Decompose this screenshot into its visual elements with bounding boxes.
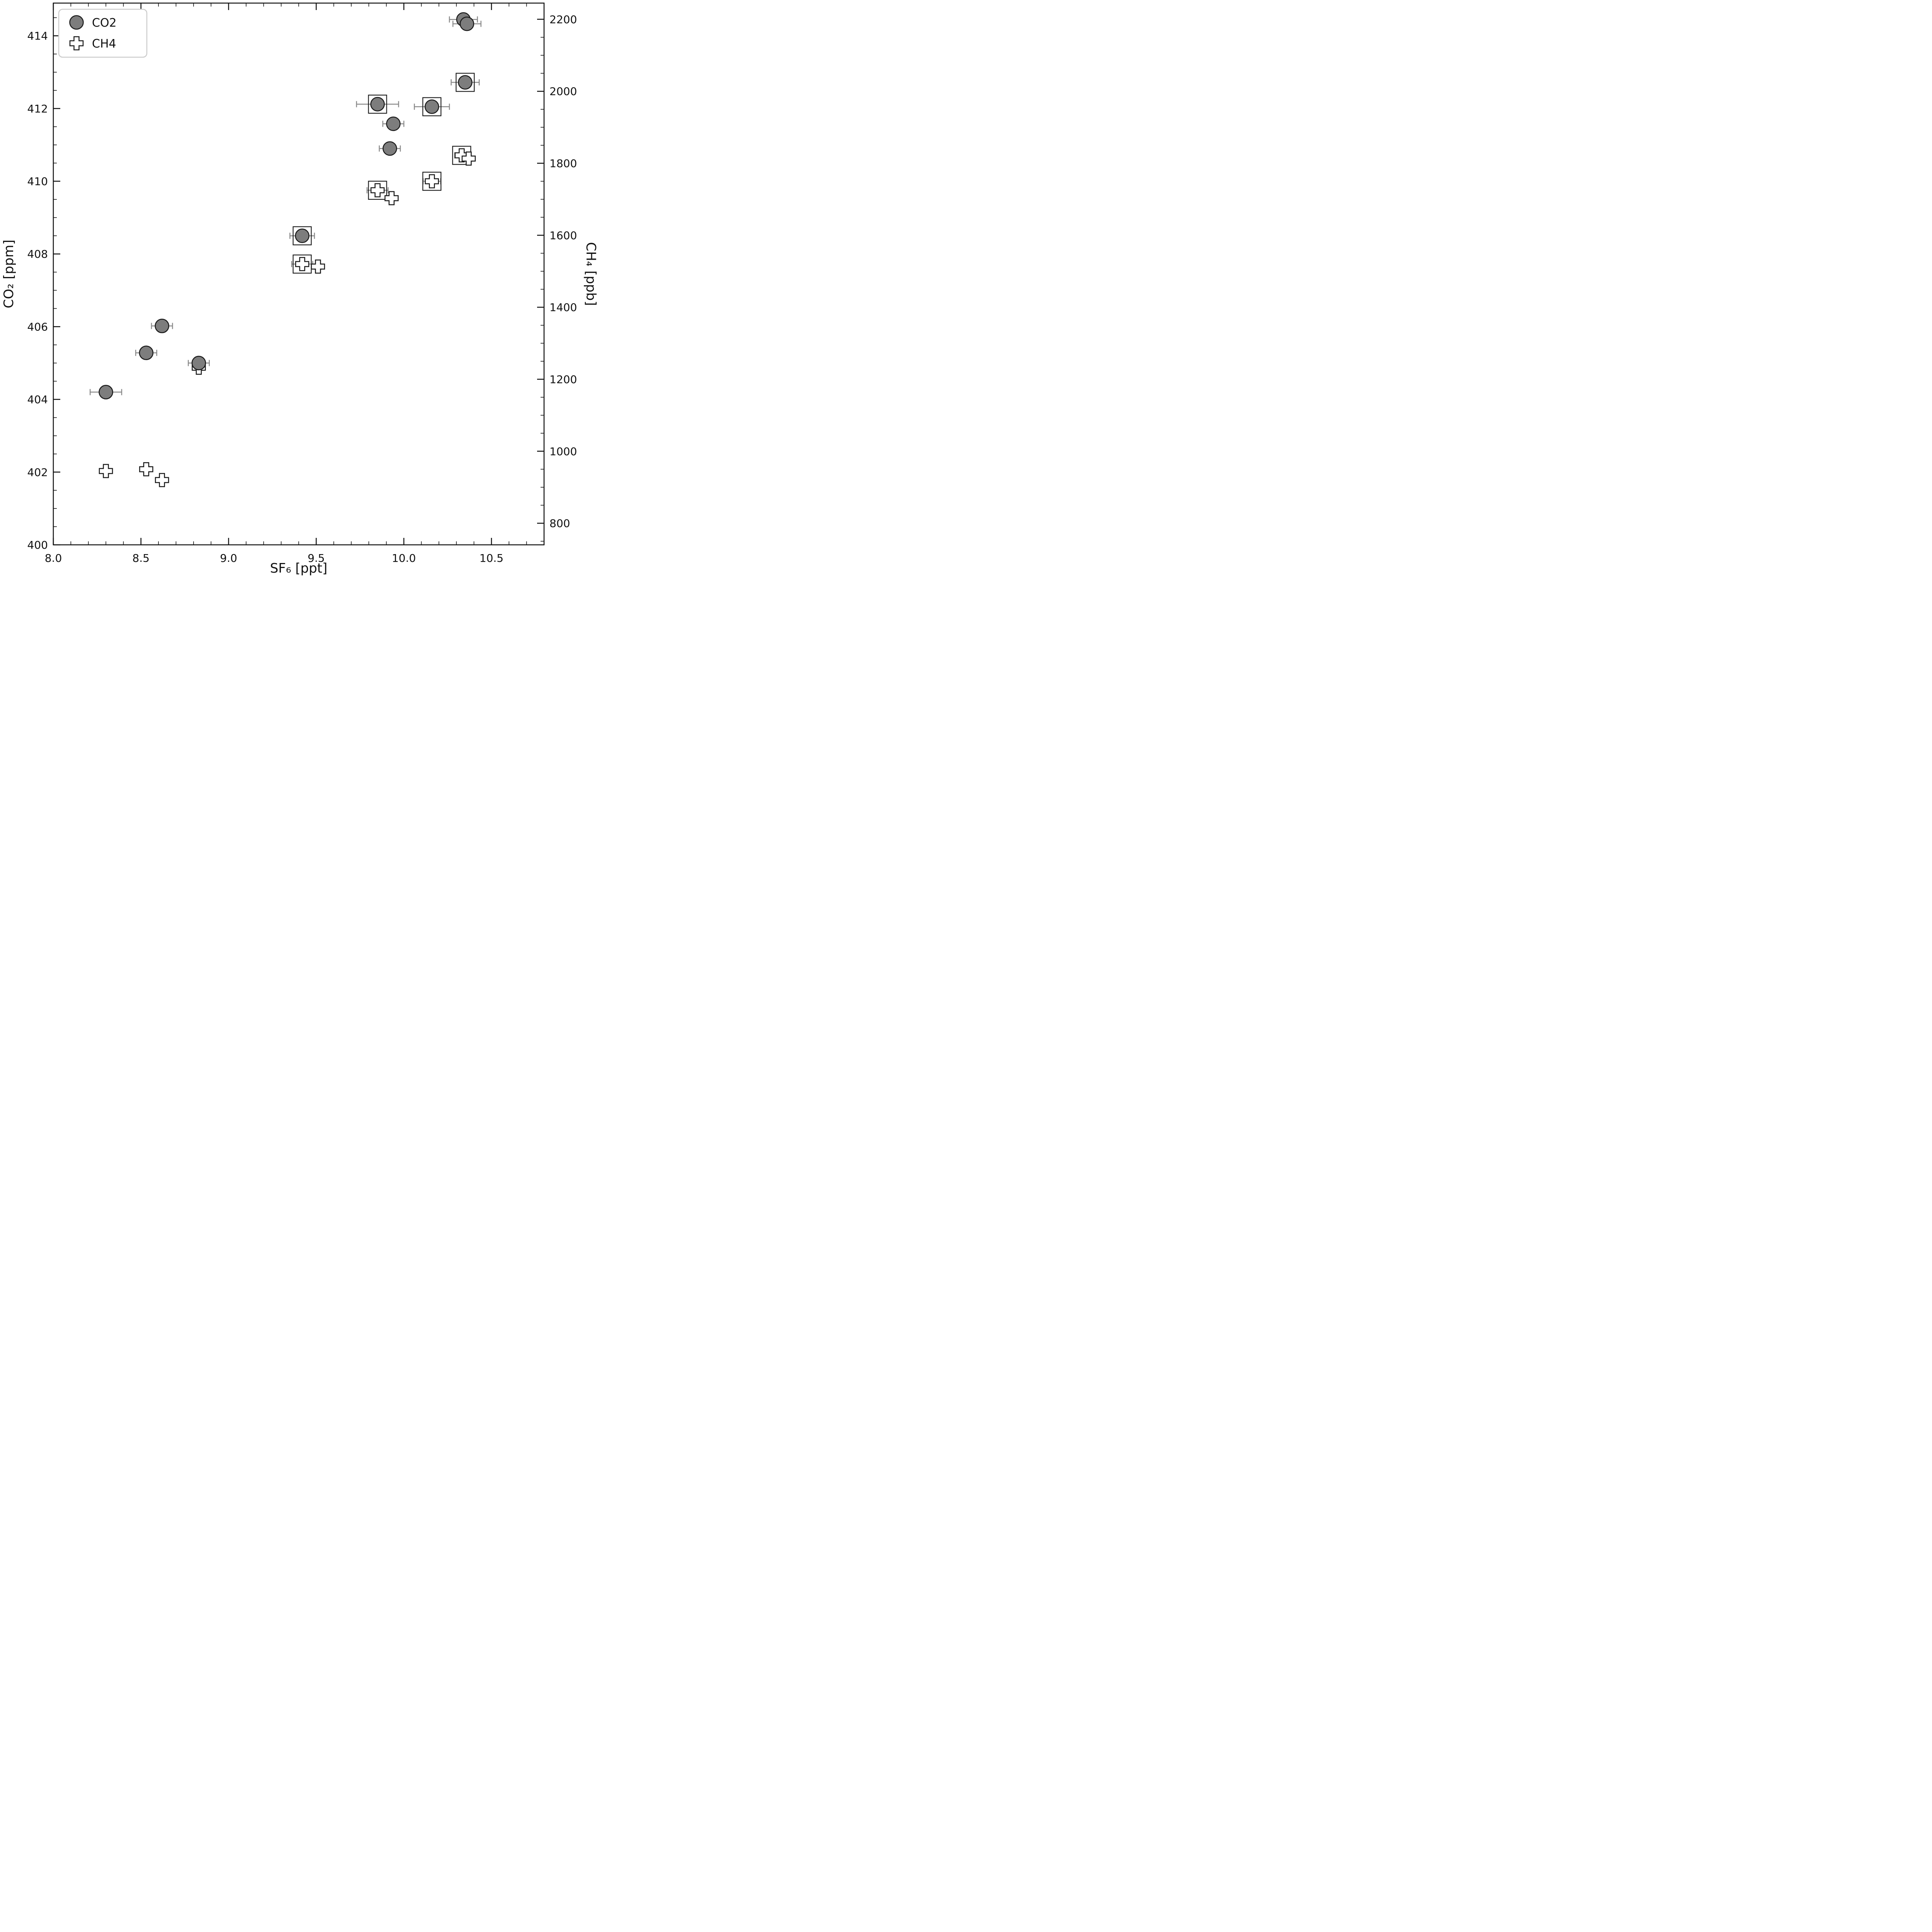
x-tick-label: 8.5 <box>133 552 150 565</box>
co2-point <box>383 141 397 156</box>
x-tick-label: 9.5 <box>308 552 325 565</box>
co2-point <box>458 75 473 90</box>
y-left-tick-label: 410 <box>27 175 48 188</box>
error-bars <box>90 16 481 483</box>
x-tick-label: 10.0 <box>392 552 416 565</box>
y-left-tick-label: 404 <box>27 393 48 406</box>
co2-point <box>139 345 154 360</box>
sample-box <box>368 94 387 114</box>
ch4-point <box>370 183 385 197</box>
y-left-tick-label: 412 <box>27 102 48 115</box>
x-tick-label: 8.0 <box>45 552 62 565</box>
y-right-tick-label: 1200 <box>549 373 577 386</box>
y-left-tick-label: 406 <box>27 320 48 333</box>
y-right-tick-label: 1400 <box>549 301 577 314</box>
x-axis-ticks: 8.0 8.5 9.0 9.5 10.0 10.5 <box>45 3 527 565</box>
legend-label: CH4 <box>92 37 116 51</box>
ch4-point <box>461 151 476 166</box>
sample-box <box>422 97 442 116</box>
x-axis-label: SF₆ [ppt] <box>270 561 328 576</box>
y-left-ticks: 400 402 404 406 408 410 412 414 <box>27 17 60 551</box>
x-tick-label: 9.0 <box>220 552 237 565</box>
y-left-tick-label: 400 <box>27 539 48 551</box>
sample-box <box>456 73 475 92</box>
ch4-point <box>454 148 469 163</box>
co2-point <box>424 99 439 114</box>
ch4-point <box>295 257 310 271</box>
y-left-tick-label: 408 <box>27 248 48 260</box>
co2-point <box>99 385 113 400</box>
co2-point <box>459 16 474 31</box>
figure: 8.0 8.5 9.0 9.5 10.0 10.5 400 402 404 406 408 410 41… <box>0 0 600 578</box>
legend-label: CO2 <box>92 16 117 30</box>
ch4-point <box>384 191 399 206</box>
co2-point <box>155 318 169 333</box>
y-right-tick-label: 800 <box>549 517 570 530</box>
co2-point <box>191 355 206 371</box>
y-left-tick-label: 402 <box>27 466 48 479</box>
y-right-tick-label: 2000 <box>549 85 577 98</box>
legend-ch4-marker <box>69 36 84 51</box>
y-right-axis-label: CH₄ [ppb] <box>583 242 599 306</box>
scatter-plot: 8.0 8.5 9.0 9.5 10.0 10.5 400 402 404 406 408 410 41… <box>1 2 599 576</box>
y-left-axis-label: CO₂ [ppm] <box>1 240 17 308</box>
y-right-tick-label: 1000 <box>549 445 577 458</box>
sample-box <box>422 172 442 191</box>
legend: CO2 CH4 <box>58 9 148 58</box>
chart-layer: 8.0 8.5 9.0 9.5 10.0 10.5 400 402 404 406 408 410 41… <box>27 2 577 565</box>
data-points <box>99 12 476 487</box>
co2-point <box>295 228 310 243</box>
y-right-tick-label: 2200 <box>549 13 577 26</box>
y-right-tick-label: 1600 <box>549 229 577 242</box>
ch4-point <box>311 259 325 274</box>
co2-point <box>386 116 401 131</box>
x-tick-label: 10.5 <box>480 552 503 565</box>
y-left-tick-label: 414 <box>27 30 48 43</box>
legend-co2-marker <box>69 15 84 30</box>
y-right-tick-label: 1800 <box>549 157 577 170</box>
y-right-ticks: 800 1000 1200 1400 1600 1800 2000 2200 <box>537 13 577 542</box>
ch4-point <box>425 174 439 189</box>
co2-point <box>370 97 385 112</box>
ch4-point <box>139 462 153 476</box>
sample-box <box>293 226 312 245</box>
ch4-point <box>155 473 169 487</box>
ch4-point <box>99 464 113 478</box>
sample-box <box>368 180 387 200</box>
